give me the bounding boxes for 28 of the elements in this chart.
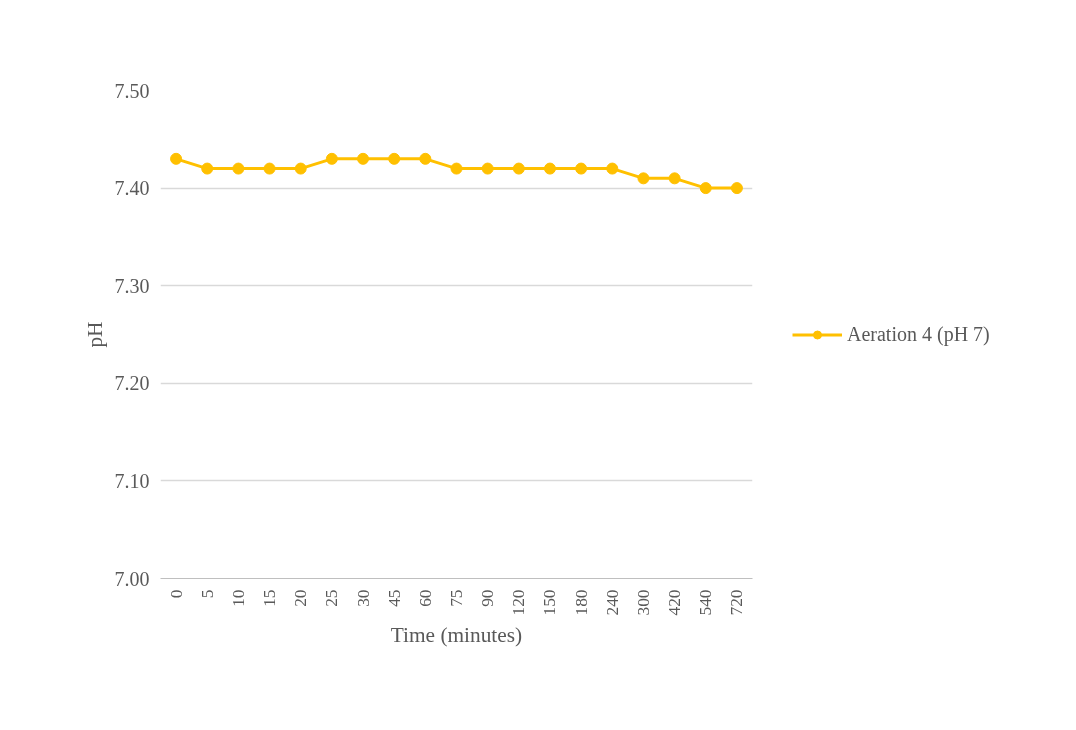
y-axis-title: pH — [82, 321, 107, 348]
x-tick-label: 30 — [353, 589, 373, 607]
y-tick-label: 7.50 — [114, 79, 150, 102]
x-tick-label: 25 — [322, 589, 342, 607]
x-tick-label: 300 — [633, 589, 653, 616]
y-tick-label: 7.00 — [114, 567, 150, 590]
x-tick-label: 75 — [447, 589, 466, 607]
x-tick-label: 240 — [602, 589, 622, 616]
x-tick-label: 0 — [166, 589, 186, 599]
x-tick-label: 180 — [571, 589, 591, 616]
x-tick-label: 150 — [540, 589, 560, 616]
y-tick-label: 7.30 — [114, 274, 150, 297]
x-tick-label: 540 — [696, 589, 716, 616]
x-tick-label: 45 — [384, 589, 404, 607]
x-tick-label: 20 — [291, 589, 311, 607]
x-tick-label: 420 — [665, 589, 685, 616]
x-tick-label: 90 — [478, 589, 498, 607]
legend-label: Aeration 4 (pH 7) — [847, 322, 990, 346]
x-tick-label: 15 — [260, 589, 280, 607]
x-tick-label: 10 — [228, 589, 248, 607]
x-tick-label: 60 — [415, 589, 435, 607]
x-tick-label: 120 — [509, 589, 529, 616]
x-tick-label: 5 — [197, 589, 217, 599]
y-tick-label: 7.20 — [114, 372, 150, 395]
x-tick-label: 720 — [727, 589, 747, 616]
y-tick-label: 7.40 — [114, 177, 150, 200]
y-tick-label: 7.10 — [114, 469, 150, 492]
x-axis-title: Time (minutes) — [390, 623, 523, 648]
